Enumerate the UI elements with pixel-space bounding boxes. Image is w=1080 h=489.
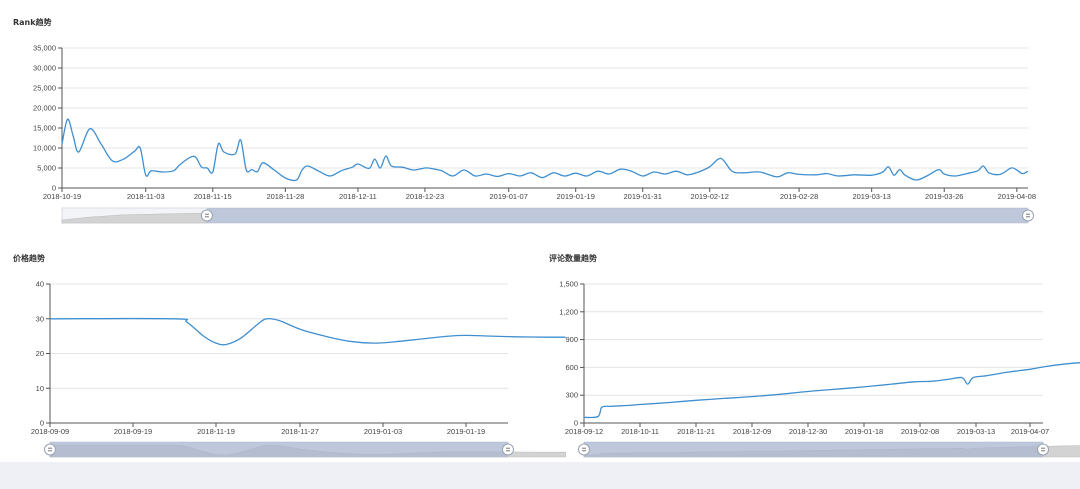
y-tick-label: 600 bbox=[565, 363, 578, 372]
zoom-selected-range bbox=[584, 442, 1043, 457]
y-tick-label: 900 bbox=[565, 335, 578, 344]
x-tick-label: 2018-10-19 bbox=[43, 192, 81, 201]
y-tick-label: 5,000 bbox=[37, 164, 56, 173]
y-tick-label: 300 bbox=[565, 391, 578, 400]
x-tick-label: 2018-12-23 bbox=[406, 192, 444, 201]
y-tick-label: 20 bbox=[36, 349, 44, 358]
x-tick-label: 2019-04-07 bbox=[1011, 427, 1049, 436]
x-tick-label: 2019-03-13 bbox=[852, 192, 890, 201]
zoom-selected-range bbox=[50, 442, 508, 457]
x-tick-label: 2019-03-26 bbox=[925, 192, 963, 201]
y-tick-label: 0 bbox=[574, 419, 578, 428]
zoom-handle-right[interactable] bbox=[1022, 209, 1034, 222]
x-tick-label: 2018-09-19 bbox=[114, 427, 152, 436]
x-tick-label: 2018-11-21 bbox=[677, 427, 715, 436]
series-line bbox=[61, 118, 1029, 182]
zoom-selected-range bbox=[206, 208, 1028, 223]
x-tick-label: 2019-04-08 bbox=[998, 192, 1036, 201]
x-tick-label: 2018-09-09 bbox=[31, 427, 69, 436]
y-tick-label: 30,000 bbox=[33, 64, 56, 73]
x-tick-label: 2019-01-18 bbox=[845, 427, 883, 436]
y-tick-label: 1,200 bbox=[559, 307, 578, 316]
y-tick-label: 0 bbox=[52, 184, 56, 193]
x-tick-label: 2018-11-27 bbox=[281, 427, 319, 436]
y-tick-label: 35,000 bbox=[33, 44, 56, 53]
x-tick-label: 2019-01-19 bbox=[447, 427, 485, 436]
y-tick-label: 10 bbox=[36, 384, 44, 393]
zoom-handle-left[interactable] bbox=[200, 209, 213, 222]
series-line bbox=[49, 317, 566, 346]
x-tick-label: 2019-01-07 bbox=[490, 192, 528, 201]
price-chart-title: 价格趋势 bbox=[13, 254, 45, 263]
x-tick-label: 2018-12-11 bbox=[339, 192, 377, 201]
x-tick-label: 2018-12-09 bbox=[733, 427, 771, 436]
x-tick-label: 2019-02-28 bbox=[780, 192, 818, 201]
x-tick-label: 2019-01-31 bbox=[624, 192, 662, 201]
zoom-handle-left[interactable] bbox=[578, 443, 590, 456]
x-tick-label: 2018-11-15 bbox=[194, 192, 232, 201]
x-tick-label: 2018-11-28 bbox=[266, 192, 304, 201]
y-tick-label: 30 bbox=[36, 314, 44, 323]
y-tick-label: 10,000 bbox=[33, 144, 56, 153]
y-tick-label: 25,000 bbox=[33, 84, 56, 93]
x-tick-label: 2019-01-03 bbox=[364, 427, 402, 436]
y-tick-label: 1,500 bbox=[559, 280, 578, 289]
y-tick-label: 0 bbox=[40, 419, 44, 428]
zoom-handle-right[interactable] bbox=[502, 443, 514, 456]
x-tick-label: 2018-11-03 bbox=[127, 192, 165, 201]
x-tick-label: 2019-01-19 bbox=[557, 192, 595, 201]
zoom-handle-right[interactable] bbox=[1037, 443, 1049, 456]
x-tick-label: 2019-03-13 bbox=[957, 427, 995, 436]
x-tick-label: 2018-11-19 bbox=[197, 427, 235, 436]
zoom-handle-left[interactable] bbox=[44, 443, 56, 456]
rank-chart-title: Rank趋势 bbox=[13, 18, 52, 27]
y-tick-label: 20,000 bbox=[33, 104, 56, 113]
x-tick-label: 2018-09-12 bbox=[565, 427, 603, 436]
series-line bbox=[583, 362, 1080, 419]
x-tick-label: 2018-12-30 bbox=[789, 427, 827, 436]
review-chart-title: 评论数量趋势 bbox=[549, 254, 597, 263]
x-tick-label: 2019-02-08 bbox=[901, 427, 939, 436]
x-tick-label: 2019-02-12 bbox=[691, 192, 729, 201]
y-tick-label: 40 bbox=[36, 280, 44, 289]
y-tick-label: 15,000 bbox=[33, 124, 56, 133]
footer-band bbox=[0, 462, 1080, 489]
x-tick-label: 2018-10-11 bbox=[621, 427, 659, 436]
